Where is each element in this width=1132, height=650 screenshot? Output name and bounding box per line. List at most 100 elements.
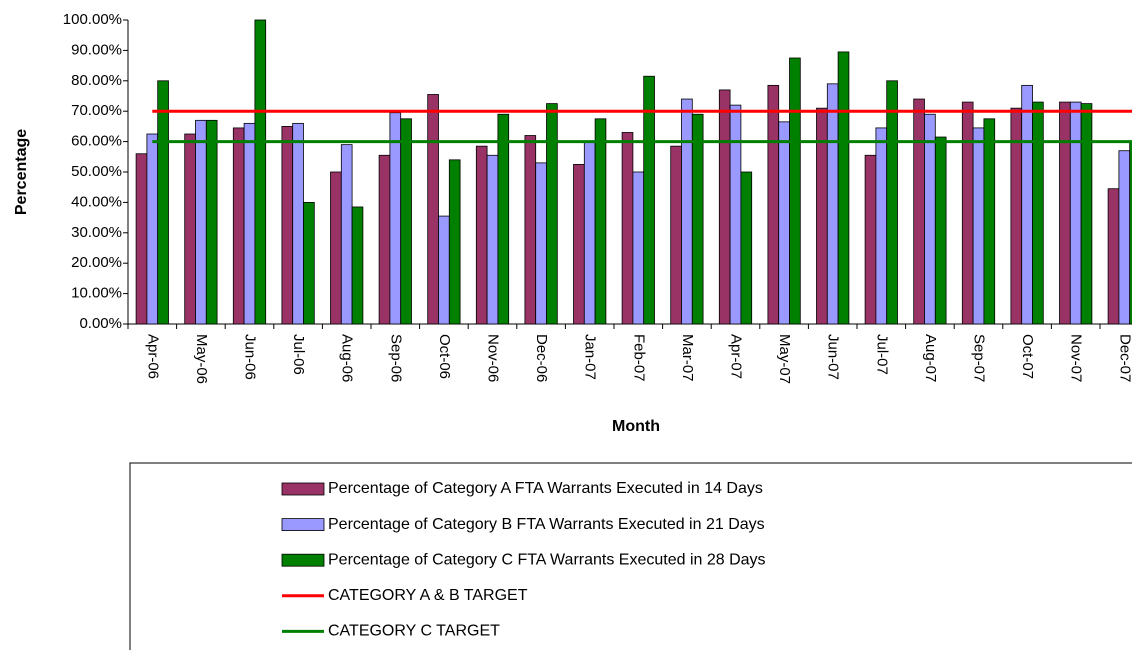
bar [303,201,315,325]
bar [934,136,947,325]
y-tick-label: 50.00% [71,163,122,180]
x-tick-label: Jul-06 [290,334,307,375]
bar [475,145,488,325]
bar [1107,188,1120,325]
legend-label: Percentage of Category A FTA Warrants Ex… [328,480,763,497]
bar [205,119,218,325]
bar [254,19,267,325]
legend-label: Percentage of Category B FTA Warrants Ex… [328,516,765,533]
y-tick-label: 10.00% [71,285,122,302]
x-tick-label: Sep-07 [971,334,988,382]
bar [913,98,925,325]
x-tick-label: Feb-07 [630,334,647,382]
bar [740,171,753,325]
bar [1069,101,1082,325]
x-tick-label: Jan-07 [582,334,599,380]
bar [691,113,704,325]
x-tick-label: May-06 [193,334,210,384]
x-tick-label: Apr-07 [728,334,745,379]
legend-swatch [281,518,325,531]
bar [389,112,402,325]
bar [340,144,353,325]
bar [961,101,974,325]
bar [632,171,645,325]
bar [135,153,148,325]
y-tick-label: 30.00% [71,224,122,241]
legend-swatch [281,553,325,567]
bar [427,94,439,325]
x-tick-label: Mar-07 [679,334,696,382]
bar [826,83,839,325]
x-tick-label: Jul-07 [873,334,890,375]
bar [448,159,461,325]
bar [157,80,169,325]
bar [983,118,996,325]
bar [1021,84,1033,325]
x-tick-label: Sep-06 [387,334,404,382]
bar [292,122,304,325]
bar [573,163,585,325]
bar [195,119,207,325]
bar [972,127,985,325]
bar [837,51,850,325]
y-tick-label: 100.00% [63,11,122,28]
legend-label: CATEGORY C TARGET [328,623,500,640]
bar [1118,150,1131,325]
bar [497,113,510,325]
bar [886,80,898,325]
bar [670,145,682,325]
x-tick-label: Apr-06 [144,334,161,379]
bar [778,121,790,325]
bar [330,171,342,325]
x-tick-label: Jun-07 [825,334,842,380]
bar [400,118,412,325]
x-tick-label: Dec-06 [533,334,550,382]
x-tick-label: May-07 [776,334,793,384]
bar [1032,101,1044,325]
bar [681,98,693,325]
bar [789,57,801,325]
legend-swatch [281,482,325,496]
y-tick-label: 20.00% [71,254,122,271]
bar [351,206,364,325]
bar [281,126,294,325]
bar [1080,103,1093,325]
bar [924,113,936,325]
y-tick-label: 90.00% [71,41,122,58]
bar [243,122,256,325]
bar [583,141,596,325]
bar [1129,141,1132,325]
bar [875,127,888,325]
bar [729,104,742,325]
x-tick-label: Oct-06 [436,334,453,379]
bar [621,132,634,325]
legend-label: CATEGORY A & B TARGET [328,587,528,604]
x-tick-label: Jun-06 [242,334,259,380]
bar [486,154,499,325]
y-tick-label: 60.00% [71,133,122,150]
y-tick-label: 70.00% [71,102,122,119]
x-tick-label: Dec-07 [1116,334,1132,382]
bar [535,162,547,325]
bar [232,127,245,325]
bar [146,133,159,325]
bar [546,103,558,325]
bar [184,133,196,325]
bar [767,84,780,325]
x-axis-label: Month [612,418,660,435]
x-tick-label: Nov-07 [1068,334,1085,382]
bar [438,215,450,325]
x-tick-label: Oct-07 [1019,334,1036,379]
y-tick-label: 40.00% [71,193,122,210]
x-tick-label: Nov-06 [485,334,502,382]
y-tick-label: 0.00% [79,315,122,332]
bar [524,135,537,325]
x-tick-label: Aug-07 [922,334,939,382]
bar [643,75,655,325]
bar [1059,101,1071,325]
legend-label: Percentage of Category C FTA Warrants Ex… [328,551,766,568]
bar [718,89,731,325]
y-tick-label: 80.00% [71,72,122,89]
y-axis-label: Percentage [13,129,30,215]
